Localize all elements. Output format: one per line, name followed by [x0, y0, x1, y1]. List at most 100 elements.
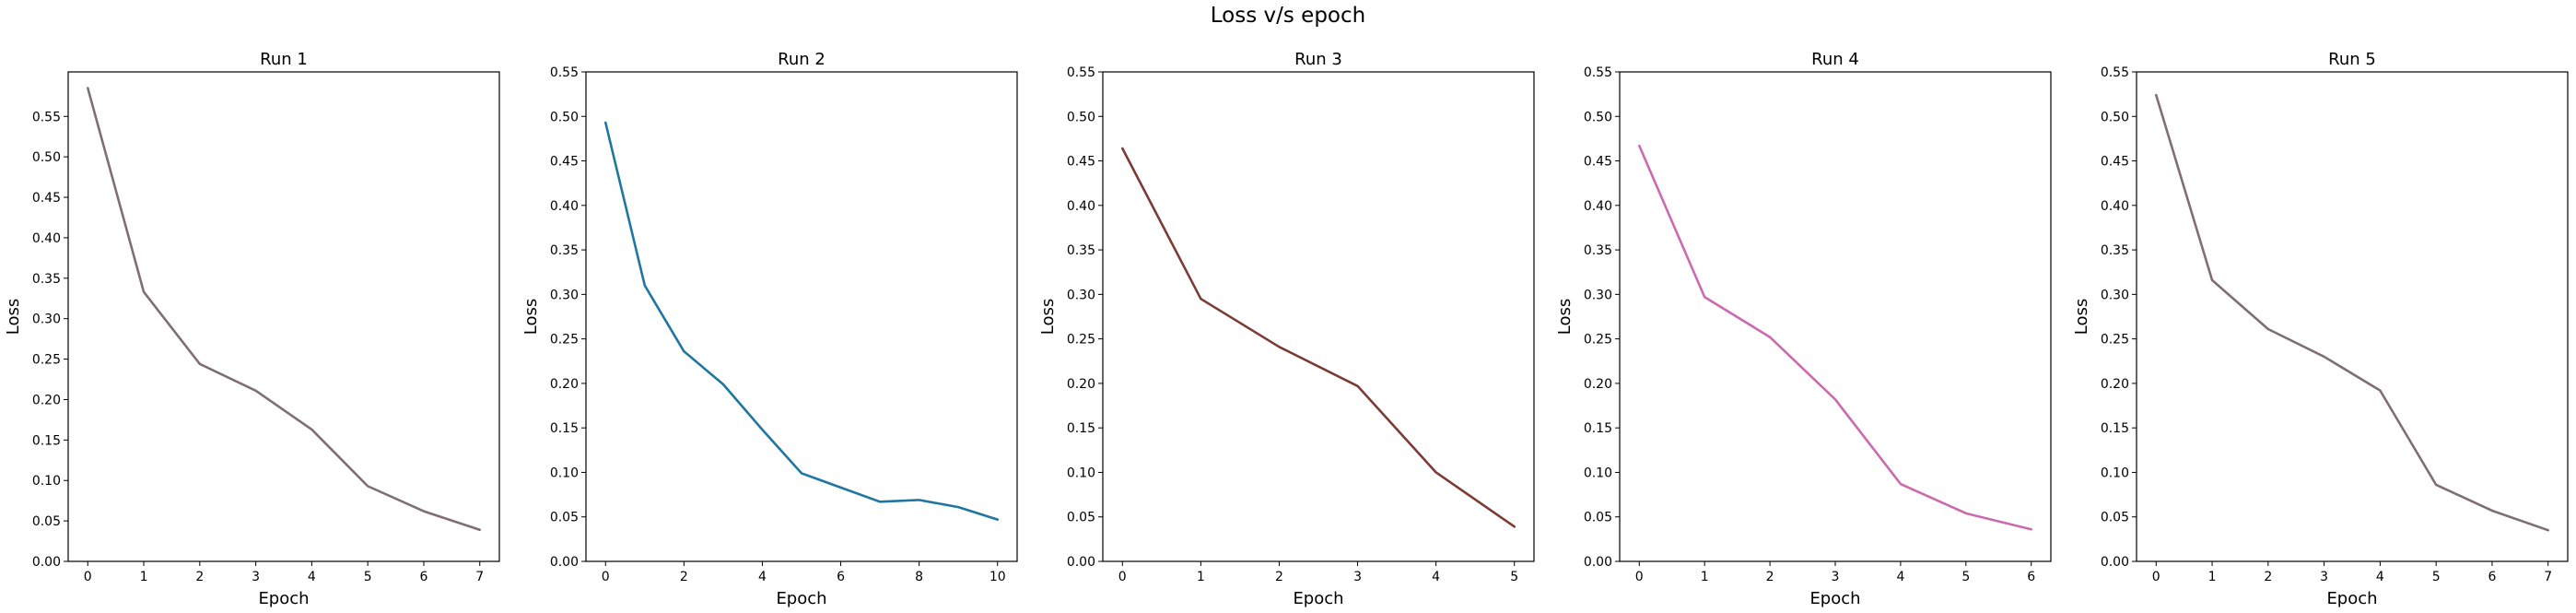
y-tick-label-4: 0.50: [1584, 110, 1612, 124]
y-tick-label-2: 0.50: [550, 110, 579, 124]
y-tick-label-3: 0.05: [1067, 511, 1095, 525]
panel-title-5: Run 5: [2328, 50, 2376, 69]
x-tick-label-2: 0: [602, 570, 610, 584]
x-tick-label-1: 2: [195, 570, 204, 584]
x-tick-label-1: 0: [84, 570, 92, 584]
y-tick-label-3: 0.45: [1067, 155, 1095, 170]
y-tick-label-1: 0.00: [32, 555, 61, 570]
y-tick-label-4: 0.30: [1584, 288, 1612, 302]
y-tick-label-5: 0.55: [2101, 65, 2129, 80]
y-tick-label-4: 0.10: [1584, 466, 1612, 480]
y-tick-label-4: 0.45: [1584, 155, 1612, 170]
x-tick-label-4: 6: [2027, 570, 2035, 584]
y-tick-label-1: 0.55: [32, 110, 61, 124]
y-axis-label-2: Loss: [521, 299, 541, 335]
x-tick-label-4: 3: [1832, 570, 1840, 584]
y-tick-label-4: 0.25: [1584, 333, 1612, 348]
y-tick-label-3: 0.00: [1067, 555, 1095, 570]
x-tick-label-4: 5: [1961, 570, 1970, 584]
y-tick-label-5: 0.20: [2101, 377, 2129, 392]
y-tick-label-3: 0.35: [1067, 243, 1095, 258]
y-tick-label-3: 0.15: [1067, 421, 1095, 436]
x-axis-label-1: Epoch: [258, 589, 309, 608]
y-tick-label-1: 0.15: [32, 433, 61, 448]
y-tick-label-2: 0.25: [550, 333, 579, 348]
x-tick-label-3: 1: [1197, 570, 1205, 584]
panel-title-3: Run 3: [1294, 50, 1342, 69]
x-axis-label-2: Epoch: [776, 589, 826, 608]
x-tick-label-4: 2: [1766, 570, 1774, 584]
x-tick-label-1: 1: [140, 570, 148, 584]
y-tick-label-1: 0.10: [32, 474, 61, 489]
y-tick-label-1: 0.45: [32, 191, 61, 206]
x-tick-label-4: 0: [1635, 570, 1644, 584]
x-tick-label-4: 4: [1896, 570, 1904, 584]
y-tick-label-2: 0.20: [550, 377, 579, 392]
x-tick-label-5: 2: [2264, 570, 2272, 584]
x-tick-label-2: 6: [837, 570, 845, 584]
y-tick-label-4: 0.20: [1584, 377, 1612, 392]
x-tick-label-2: 4: [758, 570, 767, 584]
y-tick-label-4: 0.00: [1584, 555, 1612, 570]
x-tick-label-5: 5: [2432, 570, 2441, 584]
x-axis-label-5: Epoch: [2326, 589, 2377, 608]
series-line-4: [1637, 144, 2033, 531]
y-tick-label-3: 0.40: [1067, 199, 1095, 214]
figure-title: Loss v/s epoch: [1210, 4, 1366, 28]
plot-frame-4: [1619, 71, 2052, 562]
y-tick-label-5: 0.10: [2101, 466, 2129, 480]
x-tick-label-1: 5: [364, 570, 372, 584]
series-line-1: [86, 87, 482, 532]
x-tick-label-5: 6: [2488, 570, 2496, 584]
x-tick-label-4: 1: [1701, 570, 1709, 584]
y-tick-label-5: 0.45: [2101, 155, 2129, 170]
x-axis-label-3: Epoch: [1293, 589, 1343, 608]
y-tick-label-5: 0.00: [2101, 555, 2129, 570]
y-tick-label-1: 0.40: [32, 231, 61, 246]
x-tick-label-2: 2: [680, 570, 688, 584]
y-tick-label-2: 0.30: [550, 288, 579, 302]
y-tick-label-5: 0.35: [2101, 243, 2129, 258]
plot-frame-5: [2136, 71, 2569, 562]
series-line-5: [2154, 93, 2550, 532]
y-tick-label-3: 0.20: [1067, 377, 1095, 392]
x-tick-label-1: 6: [419, 570, 427, 584]
series-line-3: [1120, 147, 1516, 528]
y-tick-label-4: 0.35: [1584, 243, 1612, 258]
x-tick-label-5: 7: [2544, 570, 2552, 584]
panel-title-2: Run 2: [778, 50, 825, 69]
y-tick-label-3: 0.55: [1067, 65, 1095, 80]
x-tick-label-3: 0: [1118, 570, 1127, 584]
y-tick-label-5: 0.15: [2101, 421, 2129, 436]
y-tick-label-2: 0.40: [550, 199, 579, 214]
y-tick-label-1: 0.05: [32, 514, 61, 529]
y-tick-label-5: 0.50: [2101, 110, 2129, 124]
y-axis-label-4: Loss: [1555, 299, 1575, 335]
x-tick-label-3: 5: [1510, 570, 1518, 584]
y-tick-label-5: 0.25: [2101, 333, 2129, 348]
x-tick-label-3: 2: [1275, 570, 1283, 584]
y-tick-label-1: 0.30: [32, 312, 61, 327]
y-tick-label-5: 0.40: [2101, 199, 2129, 214]
y-tick-label-5: 0.30: [2101, 288, 2129, 302]
y-tick-label-2: 0.00: [550, 555, 579, 570]
x-tick-label-5: 0: [2152, 570, 2160, 584]
y-tick-label-1: 0.20: [32, 393, 61, 407]
y-tick-label-3: 0.50: [1067, 110, 1095, 124]
y-tick-label-3: 0.25: [1067, 333, 1095, 348]
y-tick-label-1: 0.35: [32, 272, 61, 287]
x-tick-label-1: 7: [475, 570, 484, 584]
y-tick-label-2: 0.35: [550, 243, 579, 258]
y-tick-label-1: 0.25: [32, 353, 61, 368]
y-tick-label-1: 0.50: [32, 150, 61, 165]
plot-frame-3: [1102, 71, 1535, 562]
y-tick-label-2: 0.05: [550, 511, 579, 525]
x-tick-label-3: 3: [1353, 570, 1362, 584]
y-axis-label-1: Loss: [4, 299, 23, 335]
panel-title-4: Run 4: [1811, 50, 1859, 69]
y-axis-label-3: Loss: [1038, 299, 1058, 335]
x-tick-label-1: 3: [252, 570, 260, 584]
y-tick-label-2: 0.55: [550, 65, 579, 80]
panel-title-1: Run 1: [260, 50, 308, 69]
